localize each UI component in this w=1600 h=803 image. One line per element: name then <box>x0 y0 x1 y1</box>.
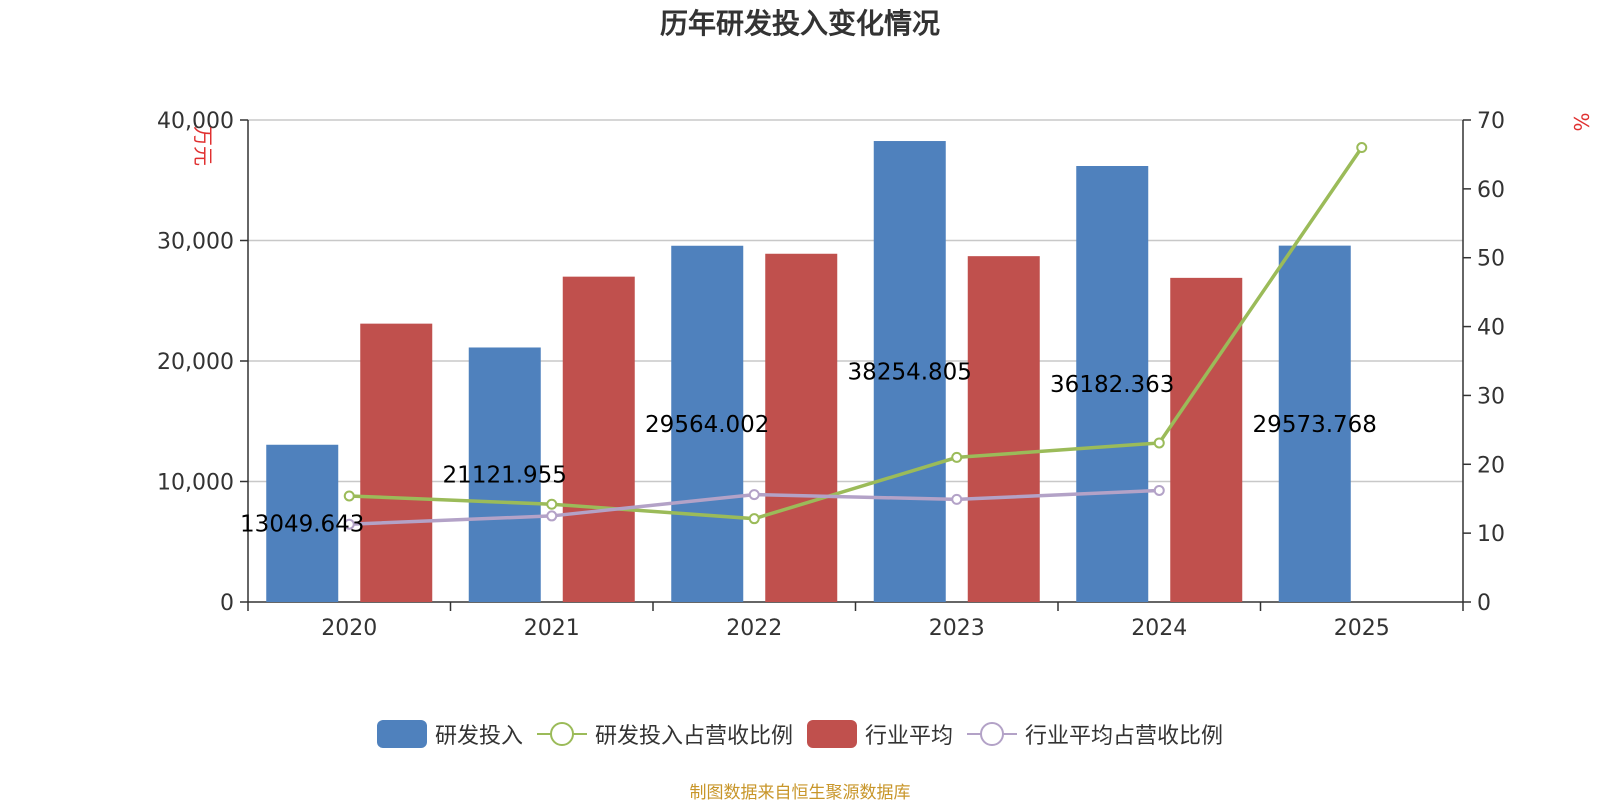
legend-label: 行业平均 <box>865 724 954 749</box>
y-left-tick-label: 30,000 <box>157 230 234 255</box>
y-right-tick-label: 30 <box>1477 384 1505 409</box>
y-right-tick-label: 70 <box>1477 109 1505 134</box>
bar-rd <box>468 347 541 602</box>
x-tick-label: 2021 <box>524 616 580 641</box>
y-right-tick-label: 20 <box>1477 453 1505 478</box>
line-point <box>1356 142 1368 154</box>
source-note: 制图数据来自恒生聚源数据库 <box>689 783 911 803</box>
bar-industry <box>562 276 635 602</box>
y-left-tick-label: 40,000 <box>157 109 234 134</box>
y-left-tick-label: 10,000 <box>157 471 234 496</box>
line-point <box>546 510 558 522</box>
line-point <box>951 493 963 505</box>
y-right-tick-label: 50 <box>1477 247 1505 272</box>
y-left-tick-label: 0 <box>220 591 234 616</box>
bar-rd <box>1076 166 1149 602</box>
legend-line-swatch <box>536 720 587 748</box>
chart-title: 历年研发投入变化情况 <box>659 7 940 40</box>
legend-item[interactable]: 行业平均 <box>807 718 953 750</box>
data-labels: 13049.643 21121.955 29564.002 38254.805 3618… <box>240 360 1377 538</box>
line-point <box>343 518 355 530</box>
bar-rd <box>1278 245 1351 602</box>
line-point <box>951 451 963 463</box>
line-point <box>748 513 760 525</box>
legend-item[interactable]: 研发投入 <box>376 718 523 750</box>
data-label: 29564.002 <box>645 412 769 438</box>
line-point <box>546 498 558 510</box>
bar-industry <box>360 323 433 602</box>
x-tick-label: 2022 <box>726 616 782 641</box>
data-label: 13049.643 <box>240 511 364 537</box>
x-tick-label: 2020 <box>321 616 377 641</box>
axes: 0 10,000 20,000 30,000 40,000 0 10 20 30 40 50 60 70… <box>157 109 1593 641</box>
series-line <box>349 146 1364 521</box>
line-point <box>343 490 355 502</box>
y-left-axis-label: 万元 <box>191 126 215 166</box>
bar-rd <box>873 141 946 602</box>
legend-item[interactable]: 行业平均占营收比例 <box>967 718 1223 750</box>
gridlines <box>248 119 1463 483</box>
y-right-axis-label: % <box>1569 112 1593 131</box>
legend-item[interactable]: 研发投入占营收比例 <box>536 718 793 750</box>
y-right-tick-label: 40 <box>1477 316 1505 341</box>
bar-industry <box>765 253 838 602</box>
line-point <box>1153 484 1165 496</box>
line-point <box>1153 437 1165 449</box>
y-left-tick-label: 20,000 <box>157 350 234 375</box>
legend-bar-swatch <box>376 720 427 748</box>
x-tick-label: 2024 <box>1131 616 1187 641</box>
bar-rd <box>671 245 744 602</box>
data-label: 29573.768 <box>1253 412 1377 438</box>
data-label: 38254.805 <box>848 360 972 386</box>
x-tick-label: 2023 <box>929 616 985 641</box>
y-right-tick-label: 60 <box>1477 178 1505 203</box>
data-label: 36182.363 <box>1050 372 1174 398</box>
y-right-tick-label: 0 <box>1477 591 1491 616</box>
y-right-tick-label: 10 <box>1477 522 1505 547</box>
line-point <box>748 489 760 501</box>
legend: 研发投入 研发投入占营收比例 行业平均 行业平均占营收比例 <box>0 718 1600 750</box>
lines <box>343 142 1368 530</box>
legend-bar-swatch <box>807 720 857 748</box>
legend-line-swatch <box>967 720 1018 748</box>
legend-label: 研发投入 <box>434 724 523 749</box>
data-label: 21121.955 <box>443 463 567 489</box>
bar-industry <box>1170 277 1243 602</box>
x-tick-label: 2025 <box>1334 616 1390 641</box>
bars <box>266 141 1351 602</box>
bar-rd <box>266 444 339 602</box>
legend-label: 行业平均占营收比例 <box>1025 724 1224 749</box>
legend-label: 研发投入占营收比例 <box>594 724 793 749</box>
bar-industry <box>967 256 1040 602</box>
